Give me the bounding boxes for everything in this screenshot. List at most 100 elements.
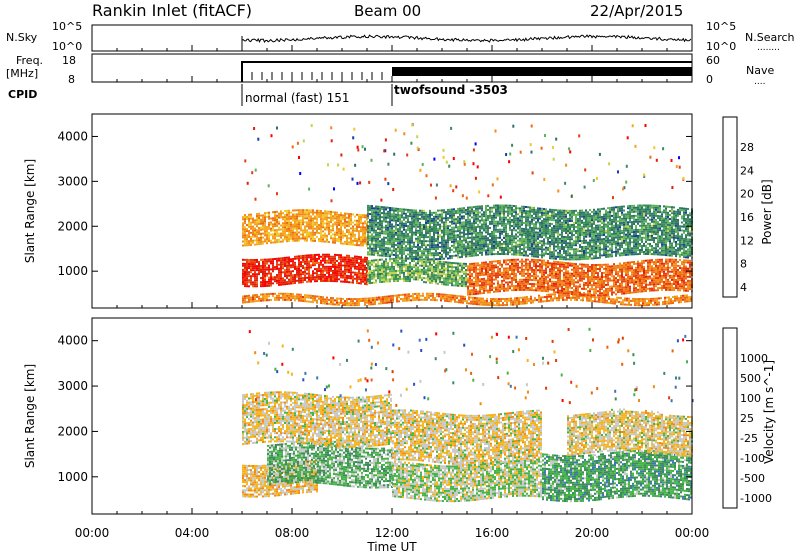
data-cell [379, 259, 381, 261]
data-cell [316, 220, 318, 222]
data-cell [336, 276, 338, 278]
data-cell [262, 229, 264, 231]
data-cell [425, 261, 427, 263]
data-cell [298, 282, 300, 284]
data-cell [566, 297, 568, 299]
data-cell [481, 274, 483, 276]
data-cell [276, 229, 278, 231]
data-cell [302, 273, 304, 275]
data-cell [419, 261, 421, 263]
data-cell [318, 216, 320, 218]
data-cell [268, 271, 270, 273]
data-cell [574, 297, 576, 299]
data-cell [270, 285, 272, 287]
data-cell [414, 297, 416, 299]
data-cell [340, 236, 342, 238]
data-cell [244, 218, 246, 220]
data-cell [310, 224, 312, 226]
data-cell [475, 275, 477, 277]
data-cell [278, 272, 280, 274]
data-cell [450, 300, 452, 302]
data-cell [280, 274, 282, 276]
data-cell [504, 300, 506, 302]
data-cell [356, 226, 358, 228]
data-cell [314, 254, 316, 256]
data-cell [330, 266, 332, 268]
data-cell [334, 236, 336, 238]
data-cell [475, 279, 477, 281]
data-cell [364, 265, 366, 267]
data-cell [326, 303, 328, 305]
data-cell [246, 218, 248, 220]
data-cell [242, 273, 244, 275]
data-cell [248, 234, 250, 236]
data-cell [481, 272, 483, 274]
data-cell [338, 220, 340, 222]
data-cell [272, 282, 274, 284]
data-cell [382, 302, 384, 304]
data-cell [548, 294, 550, 296]
data-cell [346, 271, 348, 273]
data-cell [284, 232, 286, 234]
data-cell [364, 275, 366, 277]
data-cell [316, 278, 318, 280]
data-cell [664, 303, 666, 305]
data-cell [314, 238, 316, 240]
data-cell [254, 223, 256, 225]
data-cell [348, 241, 350, 243]
data-cell [387, 278, 389, 280]
data-cell [398, 296, 400, 298]
data-cell [419, 277, 421, 279]
data-cell [282, 259, 284, 261]
data-cell [606, 300, 608, 302]
data-cell [594, 300, 596, 302]
data-cell [449, 280, 451, 282]
data-cell [246, 216, 248, 218]
data-cell [367, 278, 369, 280]
data-cell [328, 229, 330, 231]
data-cell [268, 265, 270, 267]
data-cell [322, 241, 324, 243]
data-cell [280, 272, 282, 274]
data-cell [413, 264, 415, 266]
data-cell [248, 295, 250, 297]
data-cell [416, 293, 418, 295]
data-cell [656, 298, 658, 300]
data-cell [381, 279, 383, 281]
data-cell [362, 281, 364, 283]
data-cell [246, 283, 248, 285]
data-cell [288, 267, 290, 269]
data-cell [342, 277, 344, 279]
data-cell [258, 233, 260, 235]
data-cell [473, 265, 475, 267]
data-cell [310, 228, 312, 230]
data-cell [413, 270, 415, 272]
data-cell [356, 282, 358, 284]
data-cell [304, 267, 306, 269]
data-cell [256, 233, 258, 235]
data-cell [252, 261, 254, 263]
data-cell [457, 285, 459, 287]
data-cell [250, 244, 252, 246]
data-cell [467, 273, 469, 275]
data-cell [310, 297, 312, 299]
data-cell [276, 239, 278, 241]
data-cell [409, 276, 411, 278]
data-cell [429, 276, 431, 278]
data-cell [504, 298, 506, 300]
data-cell [427, 278, 429, 280]
data-cell [306, 257, 308, 259]
data-cell [326, 278, 328, 280]
data-cell [354, 244, 356, 246]
data-cell [272, 276, 274, 278]
data-cell [310, 256, 312, 258]
data-cell [544, 296, 546, 298]
data-cell [471, 265, 473, 267]
data-cell [350, 223, 352, 225]
data-cell [300, 269, 302, 271]
data-cell [552, 293, 554, 295]
data-cell [441, 267, 443, 269]
data-cell [453, 270, 455, 272]
data-cell [296, 256, 298, 258]
data-cell [326, 221, 328, 223]
